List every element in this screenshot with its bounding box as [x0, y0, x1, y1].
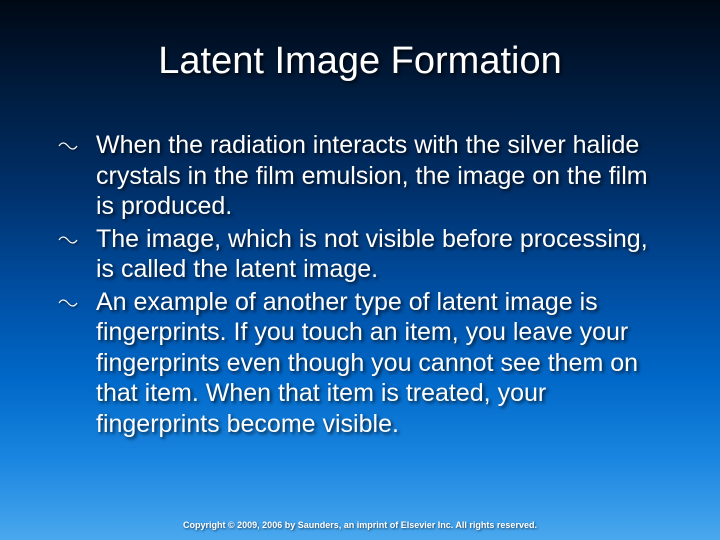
bullet-item: When the radiation interacts with the si… [58, 130, 672, 222]
slide-title: Latent Image Formation [0, 40, 720, 83]
copyright-footer: Copyright © 2009, 2006 by Saunders, an i… [0, 520, 720, 530]
bullet-item: The image, which is not visible before p… [58, 224, 672, 285]
slide: Latent Image Formation When the radiatio… [0, 0, 720, 540]
bullet-item: An example of another type of latent ima… [58, 287, 672, 440]
bullet-list: When the radiation interacts with the si… [58, 130, 672, 441]
